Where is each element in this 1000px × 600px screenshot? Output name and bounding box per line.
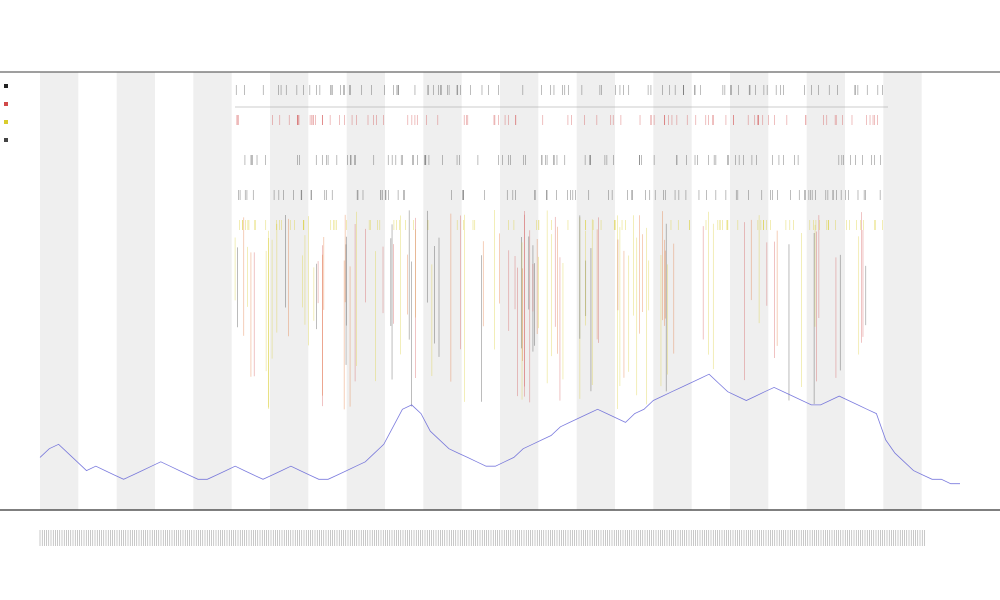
legend-swatch xyxy=(4,120,8,124)
axes xyxy=(0,71,1000,511)
band-0 xyxy=(40,72,79,510)
band-16 xyxy=(653,72,692,510)
band-22 xyxy=(883,72,922,510)
band-14 xyxy=(576,72,615,510)
band-2 xyxy=(116,72,155,510)
legend-swatch xyxy=(4,84,8,88)
background-bands xyxy=(40,72,922,510)
spike-marks xyxy=(234,210,867,410)
band-18 xyxy=(730,72,769,510)
legend-swatch xyxy=(4,102,8,106)
series-layer xyxy=(39,373,960,485)
event-ticks xyxy=(235,85,888,230)
band-10 xyxy=(423,72,462,510)
band-12 xyxy=(500,72,539,510)
band-6 xyxy=(270,72,309,510)
legend xyxy=(4,84,8,142)
series-line xyxy=(39,373,960,485)
x-tick-labels xyxy=(39,530,925,546)
band-4 xyxy=(193,72,232,510)
band-20 xyxy=(806,72,845,510)
legend-swatch xyxy=(4,138,8,142)
